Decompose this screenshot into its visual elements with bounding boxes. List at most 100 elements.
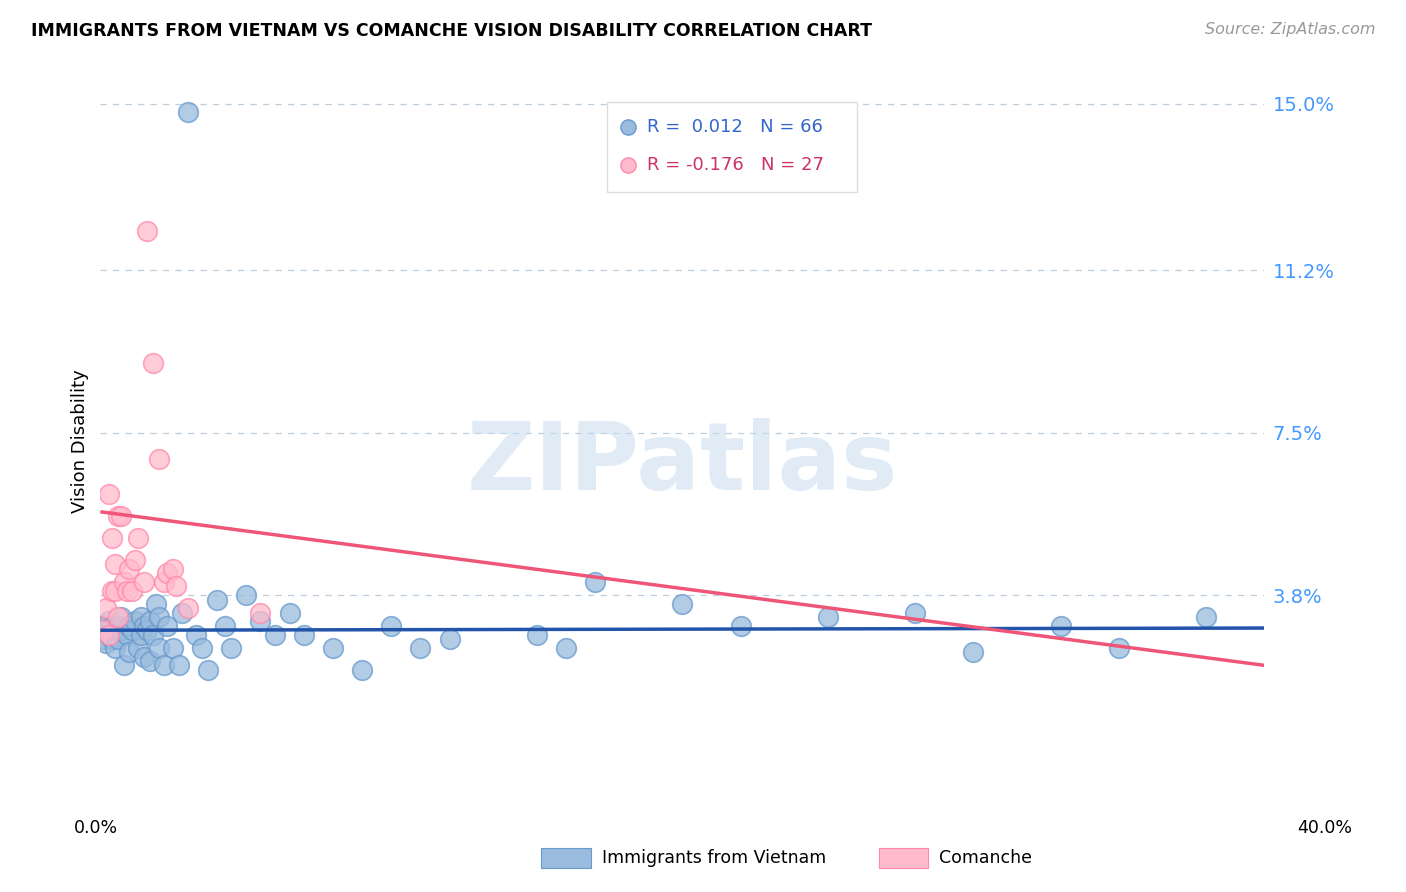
Point bbox=[292, 627, 315, 641]
Point bbox=[101, 632, 124, 646]
Point bbox=[671, 597, 693, 611]
Point bbox=[555, 640, 578, 655]
Point bbox=[98, 627, 121, 641]
Point bbox=[107, 632, 129, 646]
Point bbox=[121, 583, 143, 598]
Point bbox=[730, 619, 752, 633]
Point bbox=[118, 562, 141, 576]
Point bbox=[409, 640, 432, 655]
Point bbox=[352, 663, 374, 677]
Point bbox=[197, 663, 219, 677]
Point bbox=[96, 636, 118, 650]
Point bbox=[904, 606, 927, 620]
Point bbox=[96, 601, 118, 615]
Point bbox=[96, 624, 118, 638]
Point bbox=[110, 509, 132, 524]
Point bbox=[1108, 640, 1130, 655]
Text: 0.0%: 0.0% bbox=[73, 819, 118, 837]
Point bbox=[162, 562, 184, 576]
Point bbox=[526, 627, 548, 641]
Point bbox=[148, 452, 170, 467]
Point bbox=[439, 632, 461, 646]
Point bbox=[110, 610, 132, 624]
Point bbox=[186, 627, 208, 641]
Point bbox=[132, 574, 155, 589]
Point bbox=[98, 615, 121, 629]
Point bbox=[127, 640, 149, 655]
Point bbox=[91, 619, 114, 633]
Point bbox=[115, 627, 138, 641]
Point bbox=[176, 105, 198, 120]
Point bbox=[104, 624, 127, 638]
Point bbox=[107, 509, 129, 524]
Point bbox=[124, 615, 146, 629]
Point bbox=[221, 640, 243, 655]
Point bbox=[110, 624, 132, 638]
Point bbox=[101, 583, 124, 598]
Point bbox=[91, 624, 114, 638]
Point bbox=[139, 654, 162, 668]
Point bbox=[583, 574, 606, 589]
Point bbox=[132, 619, 155, 633]
Text: 40.0%: 40.0% bbox=[1296, 819, 1353, 837]
Point bbox=[135, 624, 157, 638]
Point bbox=[214, 619, 236, 633]
Point bbox=[153, 574, 176, 589]
Point bbox=[235, 588, 257, 602]
Text: R = -0.176   N = 27: R = -0.176 N = 27 bbox=[648, 156, 824, 174]
Point bbox=[153, 658, 176, 673]
Point bbox=[101, 619, 124, 633]
Point bbox=[148, 640, 170, 655]
Point bbox=[165, 579, 187, 593]
Point bbox=[1195, 610, 1218, 624]
Point bbox=[167, 658, 190, 673]
Point bbox=[176, 601, 198, 615]
Point bbox=[264, 627, 287, 641]
Text: Source: ZipAtlas.com: Source: ZipAtlas.com bbox=[1205, 22, 1375, 37]
Point bbox=[142, 355, 165, 369]
Point bbox=[98, 487, 121, 501]
FancyBboxPatch shape bbox=[607, 102, 858, 192]
Point bbox=[104, 640, 127, 655]
Point bbox=[817, 610, 839, 624]
Text: R =  0.012   N = 66: R = 0.012 N = 66 bbox=[648, 118, 824, 136]
Point bbox=[1049, 619, 1071, 633]
Text: Comanche: Comanche bbox=[939, 849, 1032, 867]
Point bbox=[107, 619, 129, 633]
Point bbox=[104, 583, 127, 598]
Point bbox=[124, 553, 146, 567]
Text: IMMIGRANTS FROM VIETNAM VS COMANCHE VISION DISABILITY CORRELATION CHART: IMMIGRANTS FROM VIETNAM VS COMANCHE VISI… bbox=[31, 22, 872, 40]
Point bbox=[380, 619, 402, 633]
Point bbox=[278, 606, 301, 620]
Point bbox=[129, 627, 152, 641]
Point bbox=[127, 531, 149, 545]
Point bbox=[112, 574, 135, 589]
Point bbox=[148, 610, 170, 624]
Text: Immigrants from Vietnam: Immigrants from Vietnam bbox=[602, 849, 825, 867]
Point bbox=[132, 649, 155, 664]
Point bbox=[145, 597, 167, 611]
Point bbox=[156, 619, 179, 633]
Point bbox=[142, 627, 165, 641]
Point bbox=[115, 583, 138, 598]
Point bbox=[98, 627, 121, 641]
Point bbox=[191, 640, 214, 655]
Point bbox=[135, 224, 157, 238]
Point bbox=[112, 658, 135, 673]
Point bbox=[162, 640, 184, 655]
Point bbox=[118, 645, 141, 659]
Point bbox=[156, 566, 179, 581]
Point bbox=[205, 592, 228, 607]
Point bbox=[962, 645, 984, 659]
Point bbox=[322, 640, 344, 655]
Point bbox=[91, 632, 114, 646]
Point bbox=[107, 610, 129, 624]
Text: ZIPatlas: ZIPatlas bbox=[467, 418, 898, 510]
Point bbox=[139, 615, 162, 629]
Point bbox=[118, 619, 141, 633]
Point bbox=[104, 558, 127, 572]
Point bbox=[121, 624, 143, 638]
Point bbox=[170, 606, 193, 620]
Point bbox=[249, 606, 271, 620]
Y-axis label: Vision Disability: Vision Disability bbox=[72, 369, 89, 514]
